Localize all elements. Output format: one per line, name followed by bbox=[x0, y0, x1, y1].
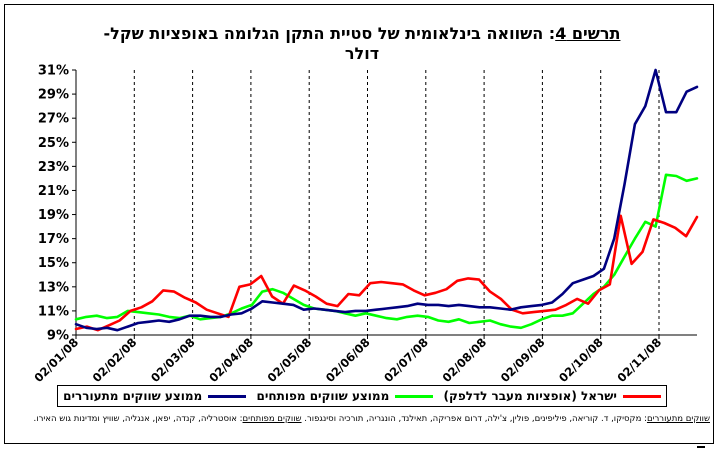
y-tick-label: 29% bbox=[38, 88, 69, 103]
x-tick-label: 02/02/08 bbox=[90, 335, 140, 385]
footnote-dev-label: שווקים מפותחים bbox=[242, 414, 302, 424]
x-tick-label: 02/07/08 bbox=[381, 335, 431, 385]
y-tick-label: 11% bbox=[38, 304, 69, 319]
legend: ישראל (אופציות מעבר לדלפק) ממוצע שווקים … bbox=[57, 385, 667, 407]
footnote: שווקים מתעוררים: מקסיקו, ד. קוריאה, פילי… bbox=[10, 414, 710, 425]
legend-label-developed: ממוצע שווקים מפותחים bbox=[256, 389, 390, 403]
footnote-em-text: : מקסיקו, ד. קוריאה, פיליפינים, פולין, צ… bbox=[304, 414, 647, 424]
legend-item-israel: ישראל (אופציות מעבר לדלפק) bbox=[444, 389, 661, 403]
chart-title-text: : השוואה בינלאומית של סטיית התקן הגלומה … bbox=[103, 24, 556, 43]
footnote-em-label: שווקים מתעוררים bbox=[646, 414, 710, 424]
legend-swatch-emerging bbox=[208, 394, 247, 398]
y-tick-label: 23% bbox=[38, 160, 69, 175]
y-tick-label: 19% bbox=[38, 208, 69, 223]
x-tick-label: 02/10/08 bbox=[556, 335, 606, 385]
footnote-dev-text: : אוסטרליה, קנדה, יפאן, אנגליה, שוויץ ומ… bbox=[33, 414, 243, 424]
x-tick-label: 02/11/08 bbox=[614, 335, 664, 385]
legend-label-emerging: ממוצע שווקים מתעוררים bbox=[63, 389, 203, 403]
legend-swatch-israel bbox=[622, 394, 661, 398]
series-line-developed bbox=[74, 173, 699, 330]
legend-item-emerging: ממוצע שווקים מתעוררים bbox=[63, 389, 247, 403]
page-mark bbox=[697, 446, 705, 448]
legend-label-israel: ישראל (אופציות מעבר לדלפק) bbox=[443, 389, 617, 403]
y-tick-label: 21% bbox=[38, 184, 69, 199]
x-tick-label: 02/03/08 bbox=[148, 335, 198, 385]
chart-title: תרשים 4: השוואה בינלאומית של סטיית התקן … bbox=[0, 24, 724, 64]
y-tick-label: 15% bbox=[38, 256, 69, 271]
y-tick-label: 25% bbox=[38, 136, 69, 151]
x-tick-label: 02/04/08 bbox=[206, 335, 256, 385]
y-tick-label: 13% bbox=[38, 280, 69, 295]
legend-item-developed: ממוצע שווקים מפותחים bbox=[257, 389, 434, 403]
chart-title-prefix: תרשים 4 bbox=[555, 24, 621, 43]
legend-swatch-developed bbox=[395, 394, 434, 398]
y-tick-label: 27% bbox=[38, 112, 69, 127]
series-line-israel bbox=[74, 214, 699, 332]
series-line-emerging bbox=[74, 68, 699, 332]
x-tick-label: 02/05/08 bbox=[265, 335, 315, 385]
y-tick-label: 31% bbox=[38, 64, 69, 79]
x-tick-label: 02/08/08 bbox=[439, 335, 489, 385]
x-tick-label: 02/06/08 bbox=[323, 335, 373, 385]
y-tick-label: 17% bbox=[38, 232, 69, 247]
x-tick-label: 02/09/08 bbox=[498, 335, 548, 385]
chart-frame bbox=[4, 4, 714, 444]
y-tick-label: 9% bbox=[47, 329, 69, 344]
chart-title-line2: דולר bbox=[344, 44, 380, 63]
